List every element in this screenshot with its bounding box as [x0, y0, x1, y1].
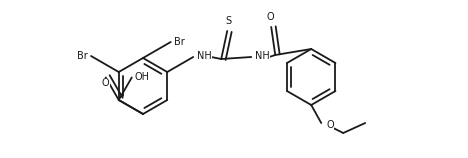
Text: O: O	[102, 79, 110, 88]
Text: S: S	[225, 16, 231, 26]
Text: O: O	[326, 120, 334, 130]
Text: OH: OH	[135, 73, 150, 82]
Text: NH: NH	[255, 51, 270, 61]
Text: Br: Br	[174, 37, 184, 47]
Text: NH: NH	[197, 51, 212, 61]
Text: Br: Br	[77, 51, 88, 61]
Text: O: O	[266, 12, 274, 22]
